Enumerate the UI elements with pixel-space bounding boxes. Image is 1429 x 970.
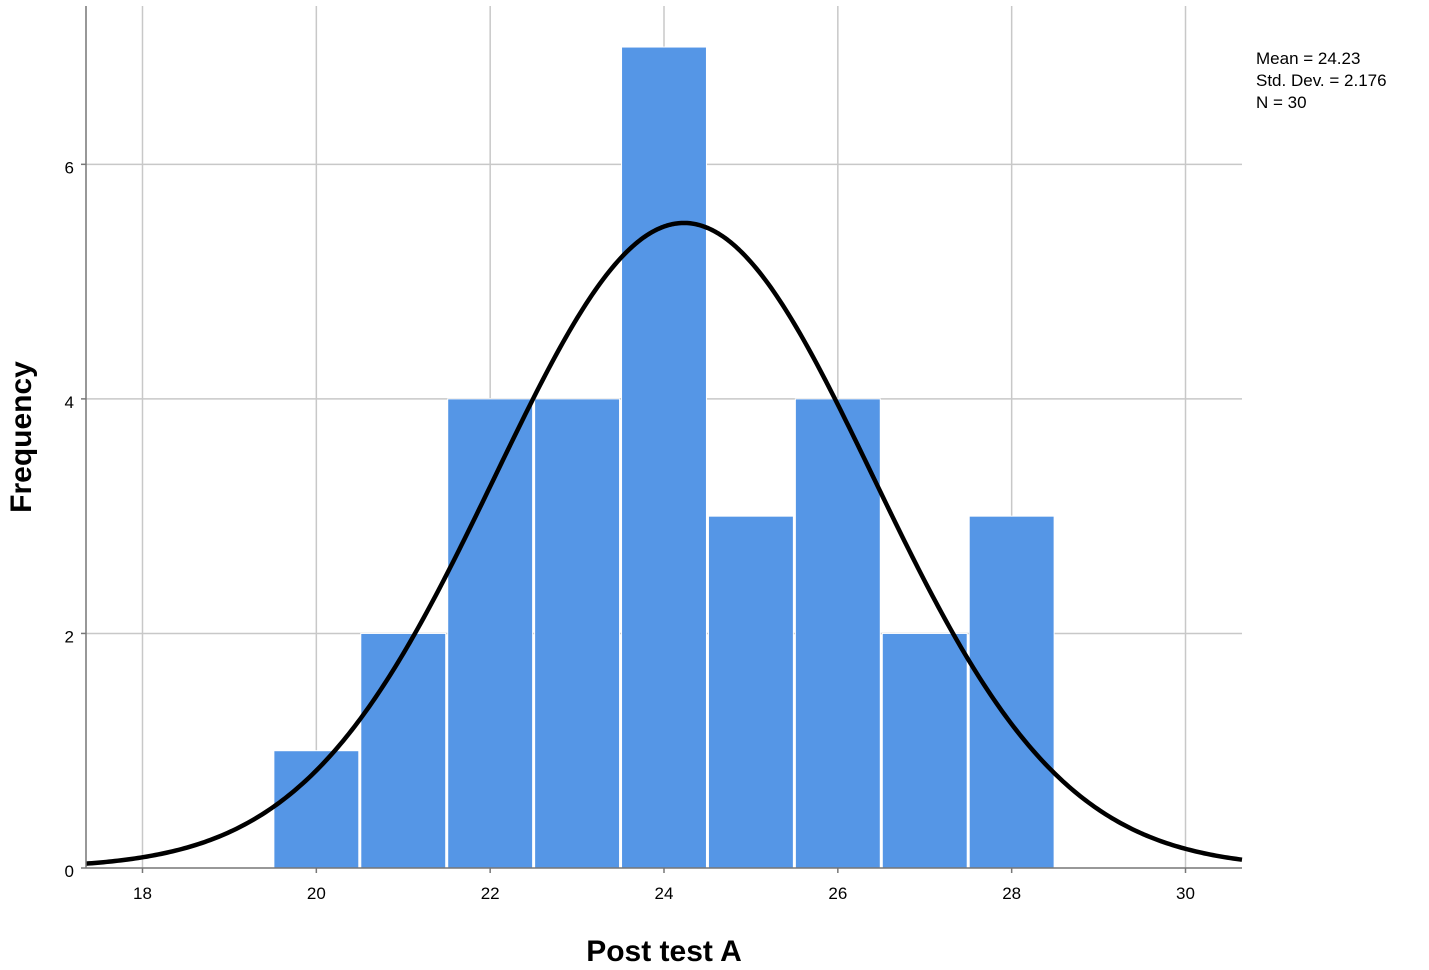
normal-curve bbox=[85, 220, 1243, 866]
summary-stats: Mean = 24.23 Std. Dev. = 2.176 N = 30 bbox=[1256, 49, 1387, 112]
y-tick-label: 6 bbox=[65, 158, 74, 177]
stat-std-dev: Std. Dev. = 2.176 bbox=[1256, 71, 1387, 90]
histogram-bar bbox=[794, 398, 881, 869]
x-tick-label: 22 bbox=[481, 884, 500, 903]
histogram-bar bbox=[621, 46, 707, 869]
histogram-bars bbox=[273, 46, 1055, 869]
histogram-bar bbox=[707, 515, 794, 869]
histogram-bar bbox=[447, 398, 534, 869]
y-tick-label: 4 bbox=[65, 393, 74, 412]
histogram-bar bbox=[881, 632, 968, 869]
x-axis-title: Post test A bbox=[586, 935, 742, 968]
y-tick-label: 0 bbox=[65, 862, 74, 881]
histogram-bar bbox=[534, 398, 621, 869]
y-axis-title: Frequency bbox=[5, 361, 38, 513]
stat-mean: Mean = 24.23 bbox=[1256, 49, 1360, 68]
normal-curve-layer bbox=[85, 220, 1243, 866]
histogram-bar bbox=[968, 515, 1055, 869]
x-tick-label: 26 bbox=[828, 884, 847, 903]
x-tick-label: 20 bbox=[307, 884, 326, 903]
histogram-bar bbox=[360, 632, 447, 869]
x-tick-label: 18 bbox=[133, 884, 152, 903]
x-tick-label: 24 bbox=[655, 884, 674, 903]
y-tick-label: 2 bbox=[65, 627, 74, 646]
stat-n: N = 30 bbox=[1256, 93, 1307, 112]
x-tick-label: 28 bbox=[1002, 884, 1021, 903]
x-tick-label: 30 bbox=[1176, 884, 1195, 903]
axes bbox=[81, 6, 1242, 873]
